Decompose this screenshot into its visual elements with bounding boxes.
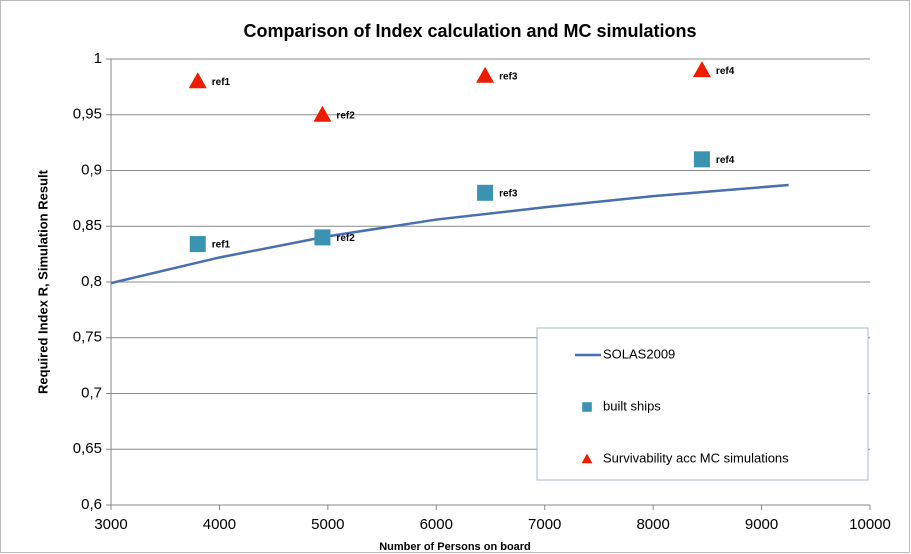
y-tick-label: 0,75	[73, 329, 102, 346]
chart-title: Comparison of Index calculation and MC s…	[243, 21, 696, 41]
y-tick-label: 0,6	[81, 496, 102, 513]
y-axis-label: Required Index R, Simulation Result	[35, 169, 50, 394]
solas-line	[110, 183, 789, 285]
x-axis-label: Number of Persons on board	[379, 541, 531, 553]
point-label: ref2	[336, 110, 355, 121]
x-tick-label: 8000	[636, 516, 669, 533]
y-tick-label: 0,95	[73, 106, 102, 123]
triangle-point	[313, 105, 332, 122]
point-label: ref3	[499, 188, 518, 199]
x-tick-label: 7000	[528, 516, 561, 533]
square-point	[314, 229, 331, 246]
triangle-point	[188, 72, 207, 89]
y-tick-label: 0,65	[73, 440, 102, 457]
point-label: ref2	[336, 233, 355, 244]
square-point	[189, 236, 206, 253]
square-point	[477, 184, 494, 201]
x-tick-label: 10000	[849, 516, 891, 533]
x-tick-label: 4000	[203, 516, 236, 533]
point-label: ref3	[499, 71, 518, 82]
y-tick-label: 1	[94, 50, 102, 67]
point-label: ref4	[716, 155, 735, 166]
triangle-point	[476, 66, 495, 83]
legend-swatch	[581, 453, 593, 464]
triangle-point	[692, 61, 711, 78]
legend-box	[536, 327, 869, 481]
x-tick-label: 6000	[420, 516, 453, 533]
y-tick-label: 0,9	[81, 161, 102, 178]
x-tick-label: 5000	[311, 516, 344, 533]
legend-label: built ships	[603, 398, 661, 413]
point-label: ref1	[212, 240, 231, 251]
legend-label: SOLAS2009	[603, 346, 675, 361]
legend-label: Survivability acc MC simulations	[603, 450, 789, 465]
y-tick-label: 0,8	[81, 273, 102, 290]
x-tick-label: 9000	[745, 516, 778, 533]
x-tick-label: 3000	[94, 516, 127, 533]
y-tick-label: 0,7	[81, 384, 102, 401]
point-label: ref1	[212, 77, 231, 88]
legend-swatch	[582, 402, 592, 412]
y-tick-label: 0,85	[73, 217, 102, 234]
point-label: ref4	[716, 66, 735, 77]
square-point	[693, 151, 710, 168]
